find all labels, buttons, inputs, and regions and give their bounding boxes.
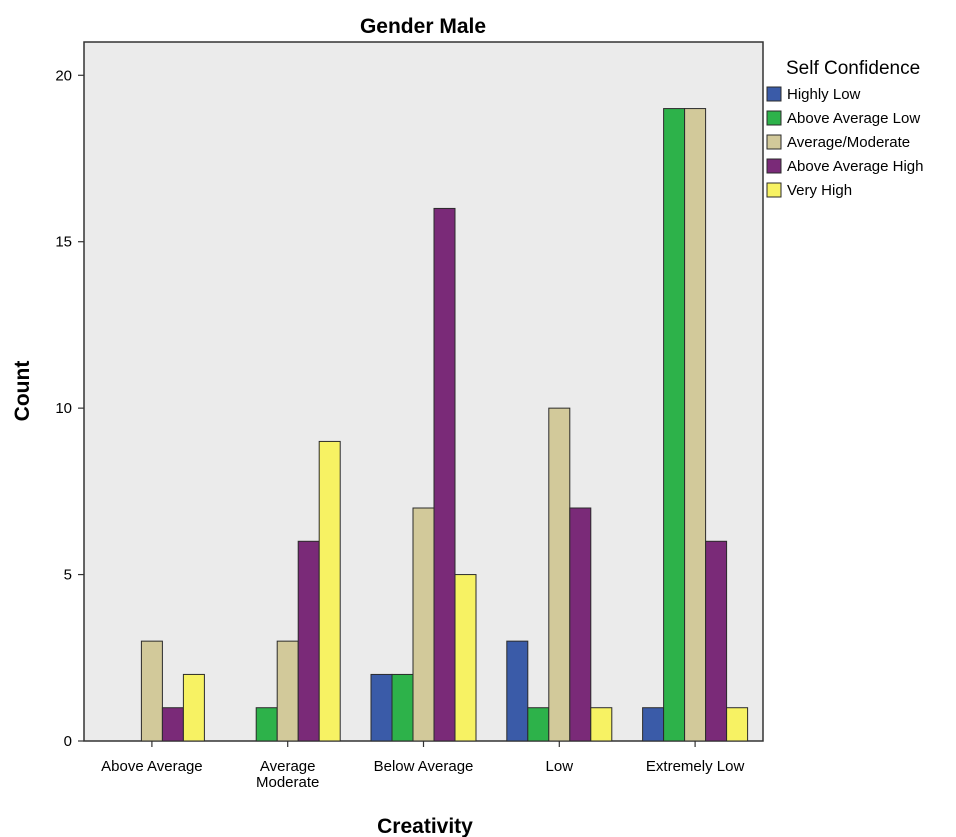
bar [391,673,414,742]
y-axis-title: Count [11,361,34,422]
bar [705,540,728,742]
bar [663,108,686,742]
legend-swatch [766,110,782,126]
legend-label: Above Average Low [787,110,920,127]
bar [590,707,613,742]
x-tick-label: Average [260,758,316,775]
x-tick-label: Below Average [374,758,474,775]
bar [255,707,278,742]
legend: Self Confidence Highly Low Above Average … [766,58,924,199]
legend-label: Very High [787,182,852,199]
legend-swatch [766,86,782,102]
x-tick-label: Extremely Low [646,758,745,775]
bar [454,574,477,742]
bar [182,673,205,742]
legend-title: Self Confidence [786,58,920,79]
bar [140,640,163,742]
y-tick-label: 15 [55,234,72,251]
y-tick-label: 0 [64,733,72,750]
legend-swatch [766,182,782,198]
legend-label: Above Average High [787,158,924,175]
legend-label: Average/Moderate [787,134,910,151]
x-tick-label: Above Average [101,758,202,775]
legend-label: Highly Low [787,86,861,103]
bar [726,707,749,742]
bar [569,507,592,742]
bar [433,207,456,742]
chart-title: Gender Male [360,15,486,38]
y-tick-label: 5 [64,567,72,584]
legend-swatch [766,134,782,150]
y-tick-label: 20 [55,67,72,84]
bar [642,707,665,742]
y-axis: 0 5 10 15 20 [55,67,84,750]
bar [370,673,393,742]
bar [548,407,571,742]
x-tick-label: Moderate [256,774,319,791]
bars [140,108,749,742]
legend-swatch [766,158,782,174]
bar [318,440,341,742]
bar [297,540,320,742]
bar [412,507,435,742]
bar [527,707,550,742]
x-axis-title: Creativity [377,815,473,837]
bar [276,640,299,742]
y-tick-label: 10 [55,400,72,417]
bar [161,707,184,742]
x-tick-label: Low [546,758,574,775]
bar [506,640,529,742]
bar [684,108,707,742]
